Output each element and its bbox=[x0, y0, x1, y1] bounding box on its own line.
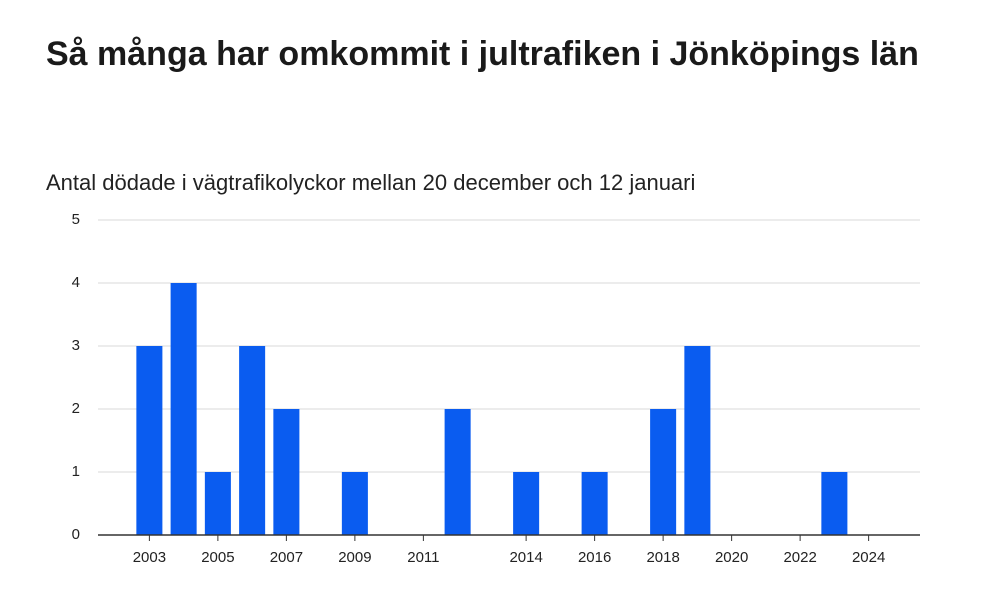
x-tick-label: 2007 bbox=[270, 549, 303, 566]
x-tick-label: 2011 bbox=[407, 549, 439, 566]
bar bbox=[684, 346, 711, 535]
x-tick-label: 2020 bbox=[715, 549, 748, 566]
y-tick-label: 4 bbox=[72, 274, 80, 291]
bar bbox=[581, 472, 608, 535]
y-tick-label: 1 bbox=[72, 463, 80, 480]
x-tick-label: 2022 bbox=[783, 549, 816, 566]
bar bbox=[513, 472, 540, 535]
bar bbox=[136, 346, 163, 535]
chart-title: Så många har omkommit i jultrafiken i Jö… bbox=[46, 35, 919, 73]
y-tick-label: 0 bbox=[72, 526, 80, 543]
y-tick-label: 5 bbox=[72, 211, 80, 228]
bar bbox=[341, 472, 368, 535]
x-tick-label: 2009 bbox=[338, 549, 371, 566]
x-tick-label: 2018 bbox=[646, 549, 679, 566]
chart-subtitle: Antal dödade i vägtrafikolyckor mellan 2… bbox=[46, 170, 696, 195]
x-tick-label: 2016 bbox=[578, 549, 611, 566]
x-tick-label: 2024 bbox=[852, 549, 885, 566]
bar bbox=[444, 409, 471, 535]
x-tick-label: 2014 bbox=[509, 549, 542, 566]
bar bbox=[170, 283, 197, 535]
y-tick-label: 3 bbox=[72, 337, 80, 354]
bar bbox=[239, 346, 266, 535]
bar bbox=[273, 409, 300, 535]
x-tick-label: 2003 bbox=[133, 549, 166, 566]
x-tick-label: 2005 bbox=[201, 549, 234, 566]
bar bbox=[821, 472, 848, 535]
y-tick-label: 2 bbox=[72, 400, 80, 417]
bar bbox=[650, 409, 677, 535]
bar bbox=[204, 472, 231, 535]
